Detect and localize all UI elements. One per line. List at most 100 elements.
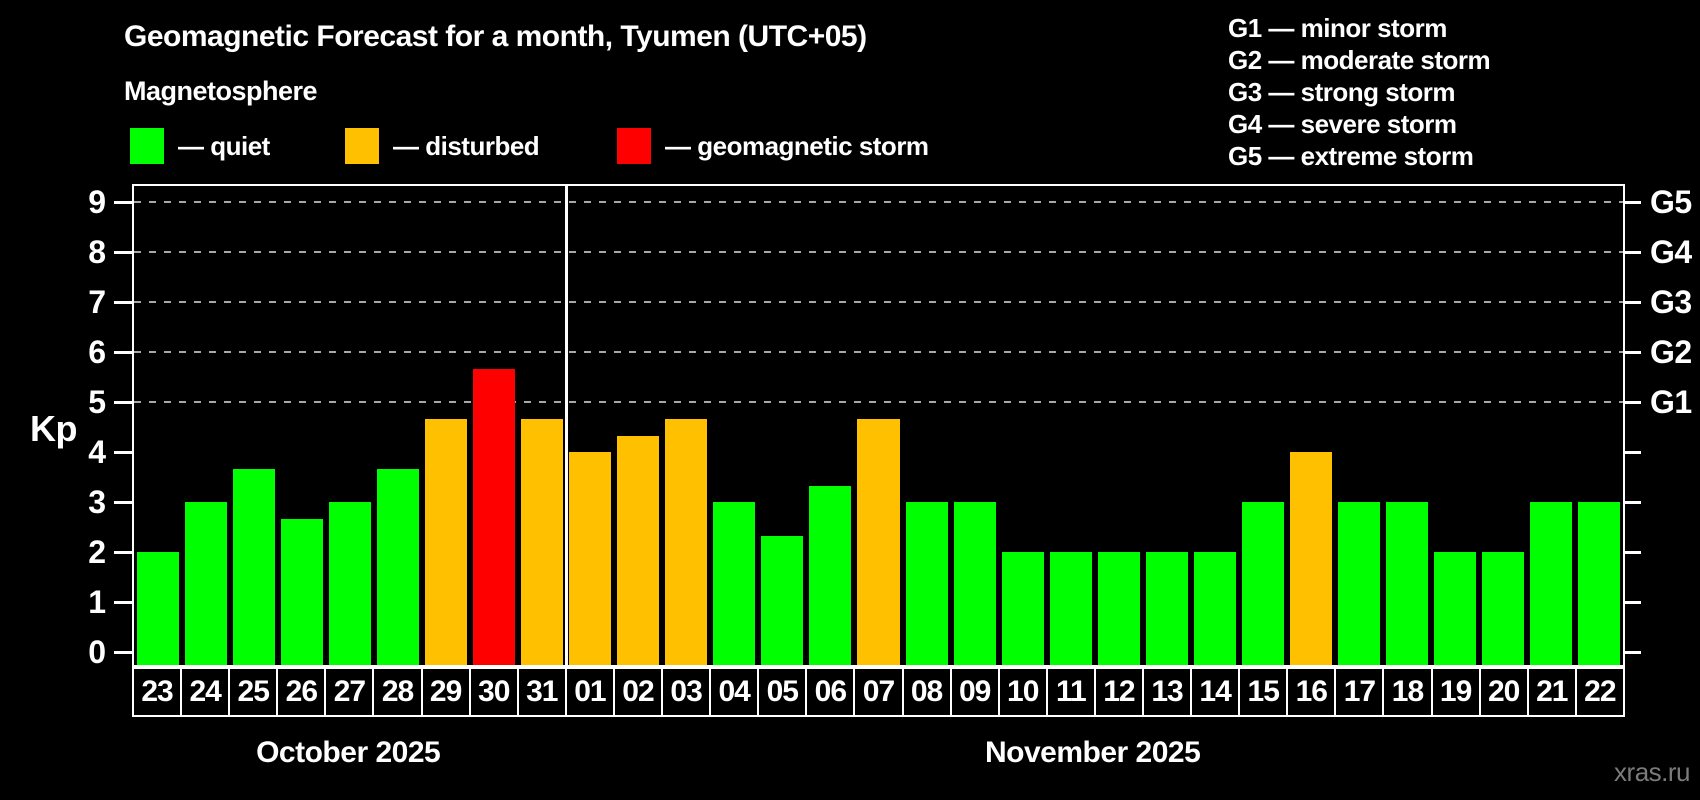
kp-bar-day-08 bbox=[905, 502, 948, 665]
day-label-cell: 19 bbox=[1430, 669, 1479, 715]
y-axis-tick-left bbox=[114, 400, 132, 404]
y-axis-tick-label: 4 bbox=[88, 434, 106, 470]
page-title: Geomagnetic Forecast for a month, Tyumen… bbox=[124, 20, 867, 53]
day-label-cell: 11 bbox=[1045, 669, 1094, 715]
y-axis-tick-label: 6 bbox=[88, 334, 106, 370]
g-scale-legend: G1 — minor storm G2 — moderate storm G3 — … bbox=[1228, 12, 1491, 172]
day-label-cell: 22 bbox=[1574, 669, 1623, 715]
day-label-cell: 29 bbox=[420, 669, 469, 715]
day-label-cell: 27 bbox=[324, 669, 373, 715]
y-axis-tick-label: 2 bbox=[88, 534, 106, 570]
y-axis-tick-right bbox=[1623, 500, 1641, 504]
day-label-cell: 17 bbox=[1334, 669, 1383, 715]
y-axis-tick-left bbox=[114, 550, 132, 554]
day-label-cell: 01 bbox=[564, 669, 613, 715]
y-axis-tick-right bbox=[1623, 300, 1641, 304]
g-legend-line: G4 — severe storm bbox=[1228, 109, 1457, 139]
kp-bar-day-30 bbox=[473, 368, 516, 665]
right-axis-label-G3: G3 bbox=[1650, 284, 1692, 320]
kp-bar-day-04 bbox=[713, 502, 756, 665]
legend-label: — disturbed bbox=[393, 130, 540, 161]
kp-bar-day-17 bbox=[1337, 502, 1380, 665]
storm-color-swatch bbox=[617, 128, 651, 164]
quiet-color-swatch bbox=[130, 128, 164, 164]
kp-bar-day-13 bbox=[1145, 552, 1188, 665]
legend-label: — geomagnetic storm bbox=[665, 130, 929, 161]
right-axis-label-G2: G2 bbox=[1650, 334, 1692, 370]
gridline-kp7 bbox=[134, 301, 1623, 303]
y-axis-tick-right bbox=[1623, 550, 1641, 554]
kp-bar-day-01 bbox=[569, 452, 612, 665]
y-axis-tick-label: 9 bbox=[88, 184, 106, 220]
gridline-kp9 bbox=[134, 201, 1623, 203]
day-label-cell: 15 bbox=[1238, 669, 1287, 715]
month-separator bbox=[564, 186, 568, 665]
gridline-kp5 bbox=[134, 401, 1623, 403]
y-axis-tick-right bbox=[1623, 250, 1641, 254]
legend-item-disturbed: — disturbed bbox=[345, 128, 540, 164]
day-label-cell: 21 bbox=[1526, 669, 1575, 715]
day-label-cell: 10 bbox=[997, 669, 1046, 715]
kp-bar-day-10 bbox=[1001, 552, 1044, 665]
kp-bar-day-19 bbox=[1433, 552, 1476, 665]
day-label-cell: 30 bbox=[468, 669, 517, 715]
day-label-cell: 20 bbox=[1478, 669, 1527, 715]
y-axis-tick-left bbox=[114, 650, 132, 654]
kp-bar-day-14 bbox=[1193, 552, 1236, 665]
day-label-cell: 13 bbox=[1141, 669, 1191, 715]
kp-bar-day-18 bbox=[1385, 502, 1428, 665]
legend-item-quiet: — quiet bbox=[130, 128, 270, 164]
kp-bar-day-09 bbox=[953, 502, 996, 665]
g-legend-line: G3 — strong storm bbox=[1228, 77, 1455, 107]
day-label-cell: 05 bbox=[757, 669, 806, 715]
kp-bar-day-24 bbox=[185, 502, 228, 665]
chart-subtitle: Magnetosphere bbox=[124, 76, 318, 106]
day-label-cell: 07 bbox=[853, 669, 902, 715]
plot-area bbox=[132, 184, 1625, 667]
day-label-cell: 23 bbox=[134, 669, 181, 715]
kp-bar-day-03 bbox=[665, 418, 708, 665]
kp-bar-day-20 bbox=[1481, 552, 1524, 665]
y-axis-tick-label: 8 bbox=[88, 234, 106, 270]
right-axis-label-G1: G1 bbox=[1650, 384, 1692, 420]
day-label-cell: 04 bbox=[709, 669, 758, 715]
kp-bar-day-23 bbox=[137, 552, 180, 665]
y-axis-tick-right bbox=[1623, 450, 1641, 454]
day-label-cell: 18 bbox=[1382, 669, 1431, 715]
day-label-cell: 06 bbox=[805, 669, 854, 715]
kp-bar-day-16 bbox=[1289, 452, 1332, 665]
gridline-kp6 bbox=[134, 351, 1623, 353]
day-label-cell: 25 bbox=[228, 669, 277, 715]
g-legend-line: G2 — moderate storm bbox=[1228, 45, 1491, 75]
day-label-cell: 31 bbox=[516, 669, 565, 715]
y-axis-tick-right bbox=[1623, 200, 1641, 204]
kp-bar-day-25 bbox=[233, 468, 276, 665]
right-axis-label-G4: G4 bbox=[1650, 234, 1692, 270]
kp-bar-day-26 bbox=[281, 518, 324, 665]
y-axis-tick-left bbox=[114, 500, 132, 504]
kp-bar-day-28 bbox=[377, 468, 420, 665]
kp-bar-day-29 bbox=[425, 418, 468, 665]
kp-bar-day-06 bbox=[809, 485, 852, 665]
y-axis-tick-right bbox=[1623, 650, 1641, 654]
y-axis-tick-label: 0 bbox=[88, 634, 106, 670]
y-axis-tick-left bbox=[114, 350, 132, 354]
day-label-cell: 24 bbox=[180, 669, 229, 715]
g-legend-line: G5 — extreme storm bbox=[1228, 141, 1474, 171]
kp-bar-day-22 bbox=[1577, 502, 1620, 665]
day-label-cell: 02 bbox=[612, 669, 662, 715]
y-axis-tick-right bbox=[1623, 600, 1641, 604]
g-legend-line: G1 — minor storm bbox=[1228, 13, 1447, 43]
legend-label: — quiet bbox=[178, 130, 270, 161]
y-axis-tick-label: 1 bbox=[88, 584, 106, 620]
kp-bar-day-11 bbox=[1049, 552, 1092, 665]
day-label-cell: 09 bbox=[949, 669, 998, 715]
kp-bar-day-21 bbox=[1529, 502, 1572, 665]
legend-item-storm: — geomagnetic storm bbox=[617, 128, 929, 164]
y-axis-tick-label: 3 bbox=[88, 484, 106, 520]
kp-bar-day-27 bbox=[329, 502, 372, 665]
y-axis-tick-left bbox=[114, 200, 132, 204]
kp-bar-day-02 bbox=[617, 435, 660, 665]
